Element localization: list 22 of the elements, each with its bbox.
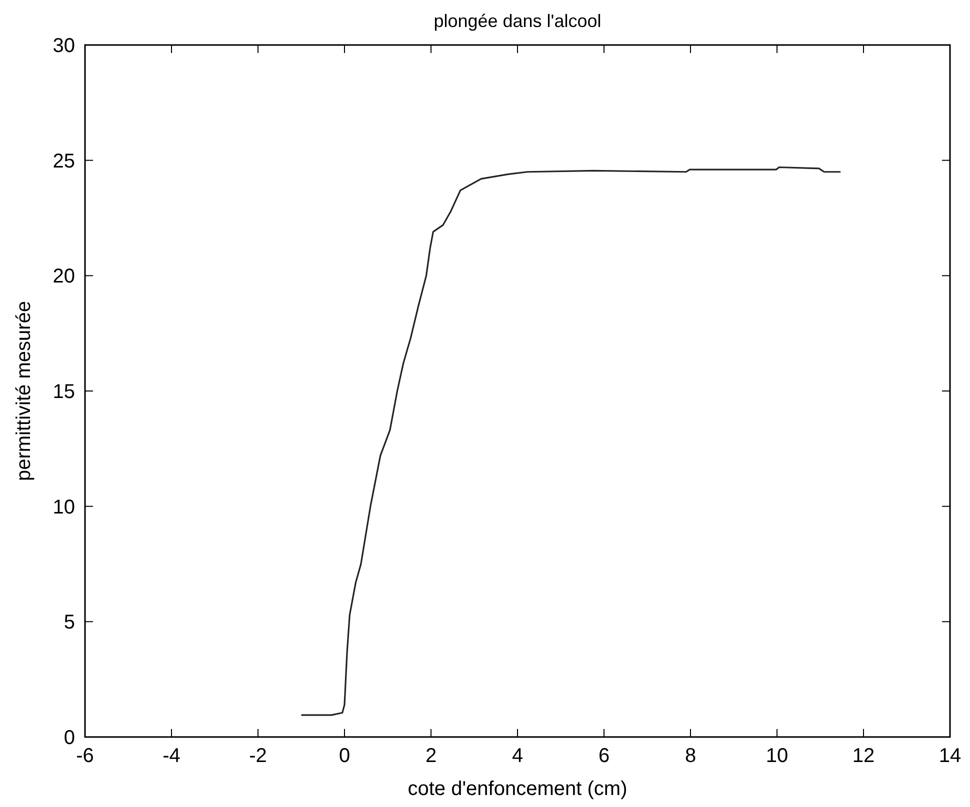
x-tick-label: 6 [598,745,610,767]
x-tick-label: 12 [852,745,875,767]
x-tick-label: 8 [684,745,696,767]
chart-title: plongée dans l'alcool [434,11,602,31]
x-tick-label: -2 [249,745,267,767]
x-tick-label: -6 [76,745,94,767]
y-tick-label: 5 [64,612,75,634]
y-tick-label: 20 [52,266,75,288]
y-axis-title: permittivité mesurée [13,300,35,482]
x-tick-label: -4 [162,745,180,767]
x-tick-label: 2 [425,745,437,767]
x-axis-title: cote d'enfoncement (cm) [408,778,628,800]
y-tick-label: 15 [52,381,75,403]
x-tick-label: 4 [512,745,524,767]
y-tick-label: 25 [52,150,75,172]
line-series [300,166,842,716]
y-tick-label: 0 [64,727,75,749]
x-tick-label: 0 [338,745,350,767]
y-tick-label: 10 [52,496,75,518]
y-tick-label: 30 [52,35,75,57]
x-tick-label: 14 [938,745,962,767]
x-tick-label: 10 [766,745,788,767]
